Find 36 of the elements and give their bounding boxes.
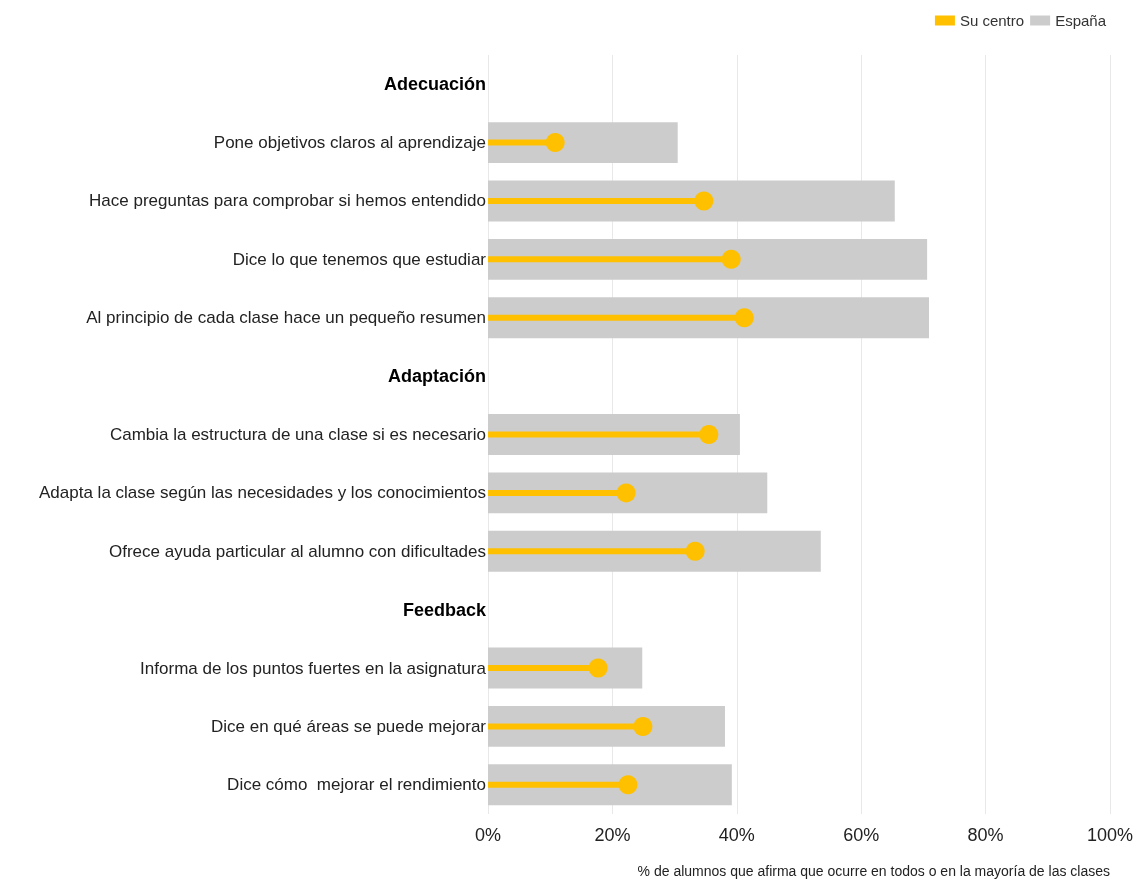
y-tick-label: Ofrece ayuda particular al alumno con dificultades [108, 541, 486, 561]
legend-label: Su centro [959, 12, 1025, 29]
y-tick-label: Adecuación [383, 74, 486, 95]
y-tick-label: Adapta la clase según las necesidades y los conocimientos [39, 483, 486, 503]
bar [488, 472, 768, 514]
x-axis-title: % de alumnos que afirma que ocurre en todos o en la mayoría de las clases [637, 863, 1110, 879]
y-tick-label: Hace preguntas para comprobar si hemos entendido [89, 191, 486, 211]
x-tick-label: 0% [474, 825, 502, 845]
x-tick-label: 20% [594, 825, 631, 845]
point [721, 249, 741, 269]
x-tick-label: 80% [967, 825, 1004, 845]
x-tick-label: 60% [843, 825, 880, 845]
point [618, 775, 638, 795]
point [588, 658, 608, 678]
x-tick-label: 40% [718, 825, 755, 845]
point [616, 483, 636, 503]
y-tick-label: Pone objetivos claros al aprendizaje [213, 133, 486, 153]
y-tick-label: Al principio de cada clase hace un pequeño resumen [86, 308, 486, 328]
point [545, 133, 565, 153]
point [685, 541, 705, 561]
point [633, 716, 653, 736]
y-tick-label: Dice en qué áreas se puede mejorar [211, 716, 487, 736]
y-tick-label: Informa de los puntos fuertes en la asignatura [140, 658, 487, 678]
bar [488, 122, 678, 164]
point [699, 425, 719, 444]
legend-label: España [1055, 12, 1107, 29]
bar [488, 180, 895, 222]
y-tick-label: Dice lo que tenemos que estudiar [232, 249, 487, 269]
y-tick-label: Feedback [402, 599, 487, 620]
point [734, 308, 754, 328]
y-tick-label: Dice cómo mejorar el rendimiento [227, 775, 486, 795]
x-tick-label: 100% [1086, 825, 1134, 845]
bar [488, 238, 928, 280]
y-tick-label: Adaptación [387, 366, 486, 387]
point [694, 191, 714, 211]
y-tick-label: Cambia la estructura de una clase si es necesario [109, 425, 486, 444]
